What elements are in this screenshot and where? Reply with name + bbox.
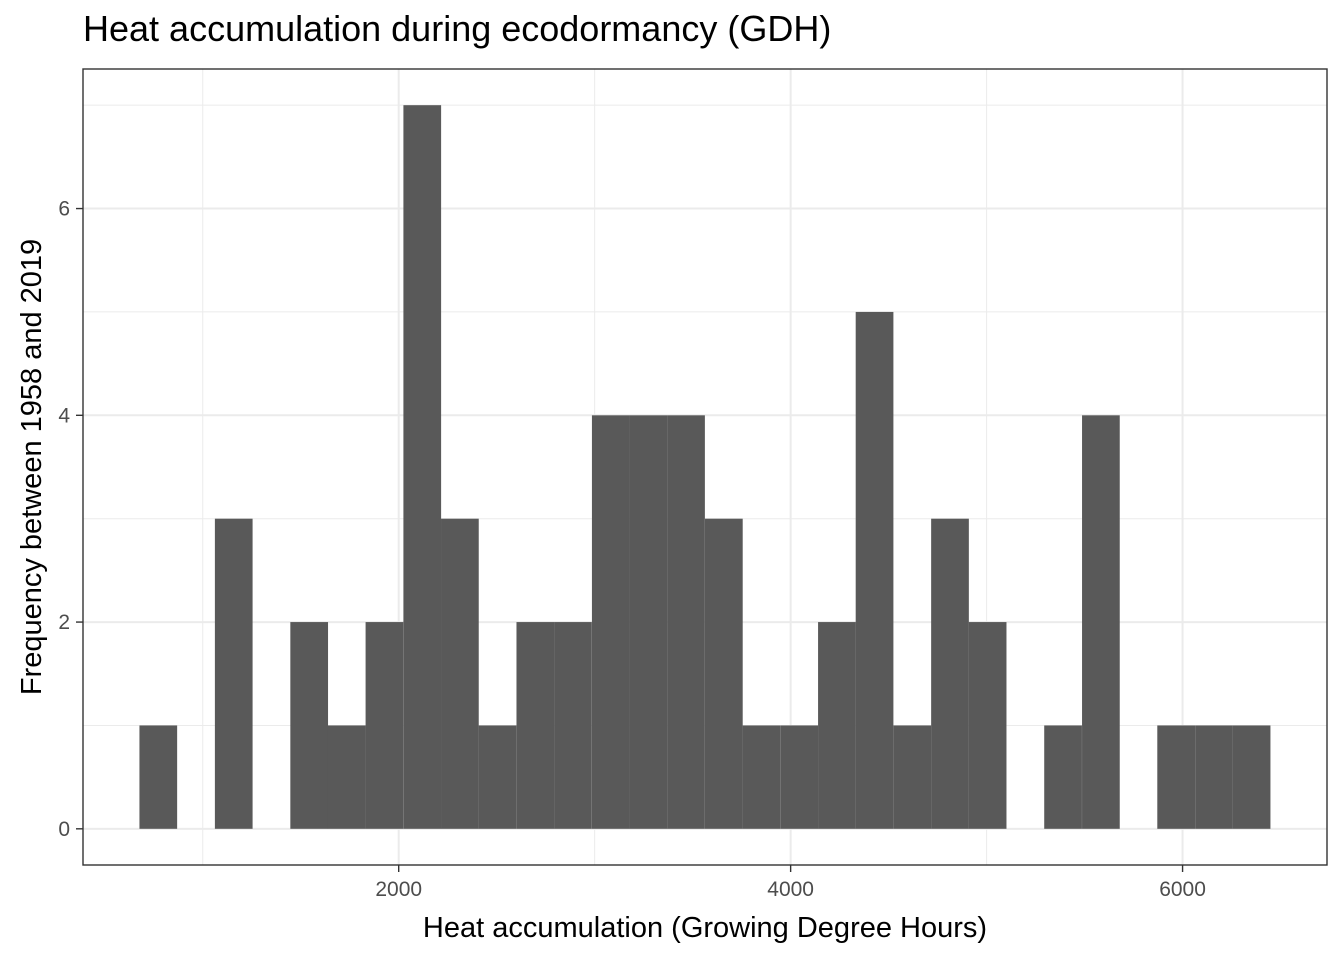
y-axis-ticks: 0 2 4 6: [58, 198, 83, 841]
histogram-bar: [214, 518, 253, 829]
histogram-bar: [705, 518, 743, 829]
histogram-bar: [1082, 415, 1120, 829]
x-tick-label: 2000: [375, 878, 422, 901]
x-tick-label: 4000: [767, 878, 814, 901]
histogram-bar: [403, 105, 442, 829]
histogram-bar: [591, 415, 630, 829]
y-tick-label: 6: [58, 198, 70, 221]
y-axis-title: Frequency between 1958 and 2019: [16, 239, 48, 695]
y-tick-label: 0: [58, 818, 70, 841]
histogram-bar: [1157, 725, 1195, 829]
histogram-bar: [893, 725, 932, 829]
histogram-bar: [365, 622, 404, 829]
chart-title: Heat accumulation during ecodormancy (GD…: [83, 8, 832, 49]
histogram-bar: [1044, 725, 1082, 829]
histogram-bar: [554, 622, 592, 829]
histogram-bar: [818, 622, 856, 829]
x-tick-label: 6000: [1159, 878, 1206, 901]
histogram-bar: [629, 415, 668, 829]
x-axis-ticks: 2000 4000 6000: [375, 865, 1206, 901]
plot-panel-border: [82, 68, 1328, 866]
histogram-bar: [516, 622, 555, 829]
x-axis-title: Heat accumulation (Growing Degree Hours): [423, 912, 987, 944]
histogram-bar: [780, 725, 819, 829]
histogram-bar: [742, 725, 781, 829]
histogram-bar: [441, 518, 479, 829]
histogram-bar: [139, 725, 178, 829]
histogram-bar: [478, 725, 517, 829]
histogram-bar: [327, 725, 366, 829]
histogram-bar: [1232, 725, 1271, 829]
histogram-bar: [968, 622, 1007, 829]
histogram-bar: [1195, 725, 1233, 829]
histogram-bar: [667, 415, 705, 829]
histogram-bar: [931, 518, 969, 829]
histogram-bar: [290, 622, 329, 829]
y-tick-label: 2: [58, 611, 70, 634]
y-tick-label: 4: [58, 404, 70, 427]
histogram-bar: [855, 311, 894, 829]
histogram-bars: [139, 105, 1271, 829]
